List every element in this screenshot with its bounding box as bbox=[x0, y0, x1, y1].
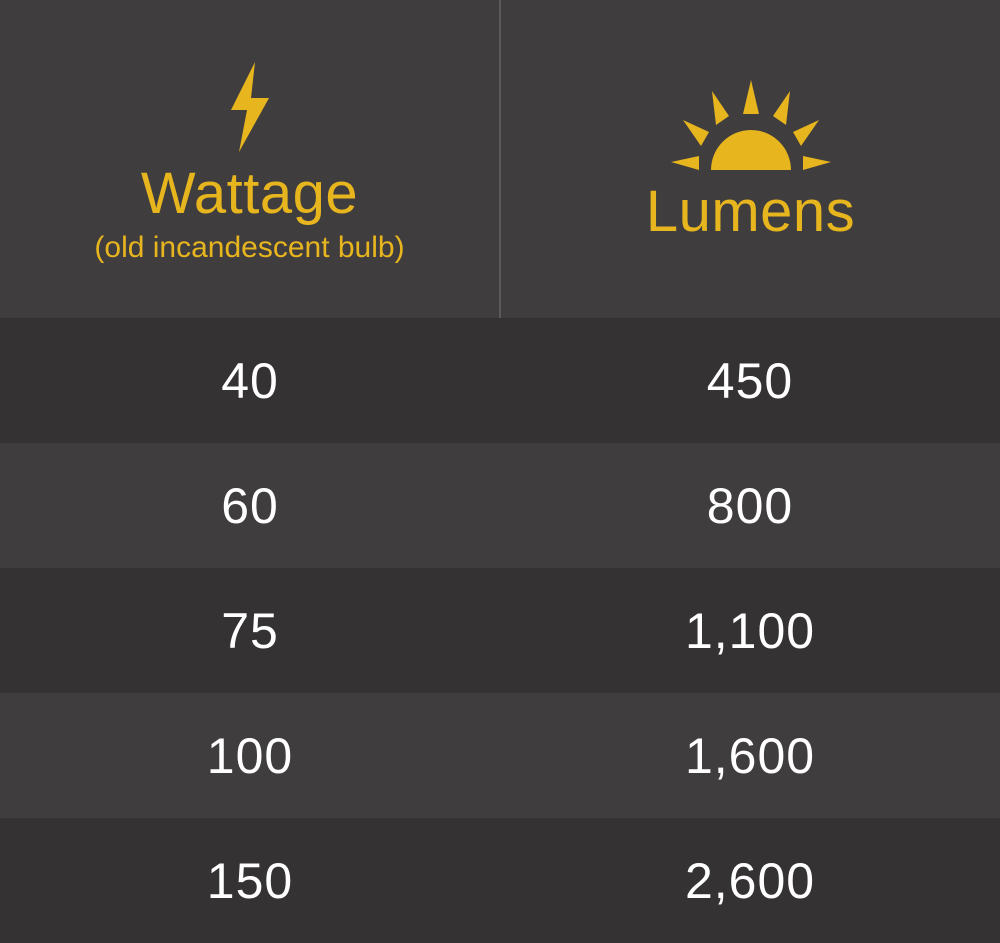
cell-wattage: 100 bbox=[0, 693, 500, 818]
cell-wattage: 60 bbox=[0, 443, 500, 568]
table-row: 150 2,600 bbox=[0, 818, 1000, 943]
cell-wattage: 75 bbox=[0, 568, 500, 693]
cell-lumens: 1,100 bbox=[500, 568, 1000, 693]
bolt-icon bbox=[225, 52, 275, 152]
table-row: 40 450 bbox=[0, 318, 1000, 443]
header-subtitle-wattage: (old incandescent bulb) bbox=[94, 230, 404, 266]
header-cell-lumens: Lumens bbox=[501, 0, 1000, 318]
cell-lumens: 450 bbox=[500, 318, 1000, 443]
cell-lumens: 1,600 bbox=[500, 693, 1000, 818]
header-title-wattage: Wattage bbox=[141, 162, 358, 226]
table-header-row: Wattage (old incandescent bulb) Lumens bbox=[0, 0, 1000, 318]
cell-lumens: 800 bbox=[500, 443, 1000, 568]
sun-icon bbox=[671, 70, 831, 170]
table-row: 100 1,600 bbox=[0, 693, 1000, 818]
cell-wattage: 150 bbox=[0, 818, 500, 943]
cell-wattage: 40 bbox=[0, 318, 500, 443]
header-cell-wattage: Wattage (old incandescent bulb) bbox=[0, 0, 499, 318]
cell-lumens: 2,600 bbox=[500, 818, 1000, 943]
table-row: 75 1,100 bbox=[0, 568, 1000, 693]
table-row: 60 800 bbox=[0, 443, 1000, 568]
wattage-lumens-table: Wattage (old incandescent bulb) Lumens bbox=[0, 0, 1000, 943]
header-title-lumens: Lumens bbox=[646, 180, 855, 244]
